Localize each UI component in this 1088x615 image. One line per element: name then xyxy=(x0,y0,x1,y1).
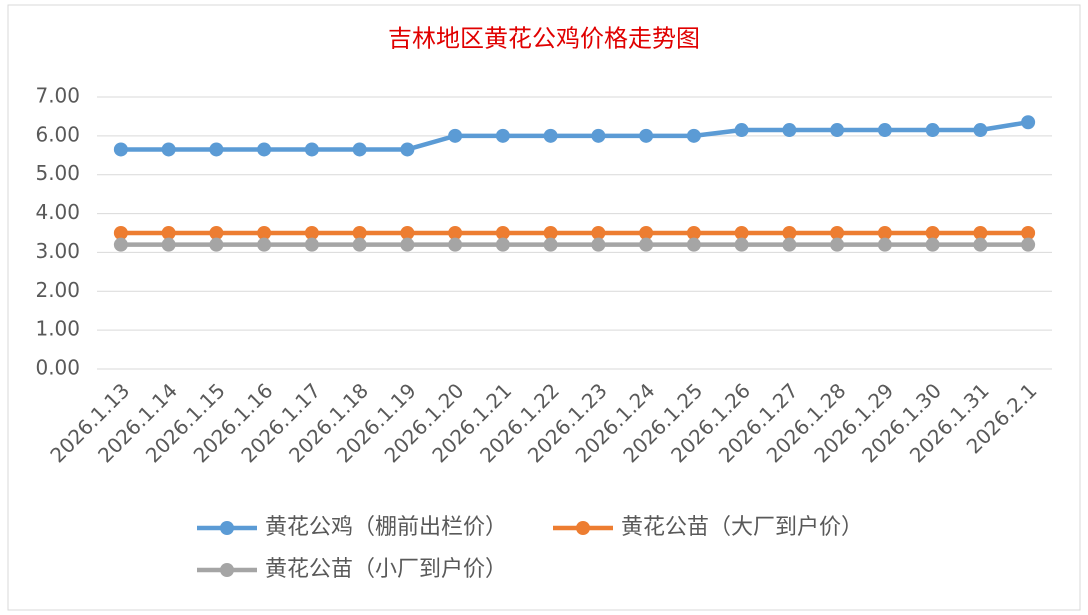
point xyxy=(400,226,415,240)
point xyxy=(591,237,606,252)
point xyxy=(352,142,367,157)
y-tick-label: 6.00 xyxy=(35,122,80,146)
point xyxy=(639,226,654,240)
point xyxy=(734,237,749,252)
point xyxy=(161,226,176,240)
chart-title: 吉林地区黄花公鸡价格走势图 xyxy=(388,25,700,53)
y-tick-label: 0.00 xyxy=(35,356,80,380)
point xyxy=(877,226,892,240)
point xyxy=(448,128,463,143)
point xyxy=(113,226,128,240)
point xyxy=(113,237,128,252)
point xyxy=(304,142,319,157)
point xyxy=(209,237,224,252)
point xyxy=(686,226,701,240)
point xyxy=(1021,237,1036,252)
legend-label: 黄花公苗（大厂到户价） xyxy=(621,515,863,540)
point xyxy=(543,128,558,143)
point xyxy=(352,226,367,240)
point xyxy=(209,226,224,240)
point xyxy=(973,226,988,240)
point xyxy=(161,142,176,157)
point xyxy=(495,226,510,240)
point xyxy=(830,123,845,138)
point xyxy=(543,237,558,252)
point xyxy=(1021,115,1036,130)
series-line xyxy=(120,120,1029,152)
y-tick-label: 5.00 xyxy=(35,161,80,185)
point xyxy=(830,226,845,240)
point xyxy=(161,237,176,252)
point xyxy=(495,237,510,252)
point xyxy=(1021,226,1036,240)
y-tick-label: 1.00 xyxy=(35,317,80,341)
point xyxy=(782,237,797,252)
point xyxy=(113,142,128,157)
legend-marker xyxy=(220,563,234,577)
point xyxy=(543,226,558,240)
point xyxy=(639,128,654,143)
point xyxy=(686,128,701,143)
point xyxy=(925,226,940,240)
point xyxy=(973,123,988,138)
point xyxy=(304,237,319,252)
point xyxy=(686,237,701,252)
point xyxy=(782,123,797,138)
y-tick-label: 3.00 xyxy=(35,239,80,263)
point xyxy=(639,237,654,252)
legend-label: 黄花公鸡（棚前出栏价） xyxy=(265,515,507,540)
point xyxy=(591,226,606,240)
point xyxy=(830,237,845,252)
point xyxy=(734,123,749,138)
point xyxy=(209,142,224,157)
legend-label: 黄花公苗（小厂到户价） xyxy=(265,557,507,582)
y-tick-label: 7.00 xyxy=(35,84,80,108)
point xyxy=(448,237,463,252)
point xyxy=(973,237,988,252)
point xyxy=(257,237,272,252)
point xyxy=(925,123,940,138)
point xyxy=(782,226,797,240)
point xyxy=(400,237,415,252)
point xyxy=(925,237,940,252)
legend-marker xyxy=(576,521,590,535)
legend-marker xyxy=(220,521,234,535)
point xyxy=(877,123,892,138)
point xyxy=(257,142,272,157)
point xyxy=(304,226,319,240)
point xyxy=(877,237,892,252)
chart-border xyxy=(7,4,1081,611)
point xyxy=(734,226,749,240)
point xyxy=(400,142,415,157)
y-tick-label: 2.00 xyxy=(35,278,80,302)
y-tick-label: 4.00 xyxy=(35,200,80,224)
point xyxy=(495,128,510,143)
point xyxy=(352,237,367,252)
point xyxy=(448,226,463,240)
point xyxy=(257,226,272,240)
point xyxy=(591,128,606,143)
